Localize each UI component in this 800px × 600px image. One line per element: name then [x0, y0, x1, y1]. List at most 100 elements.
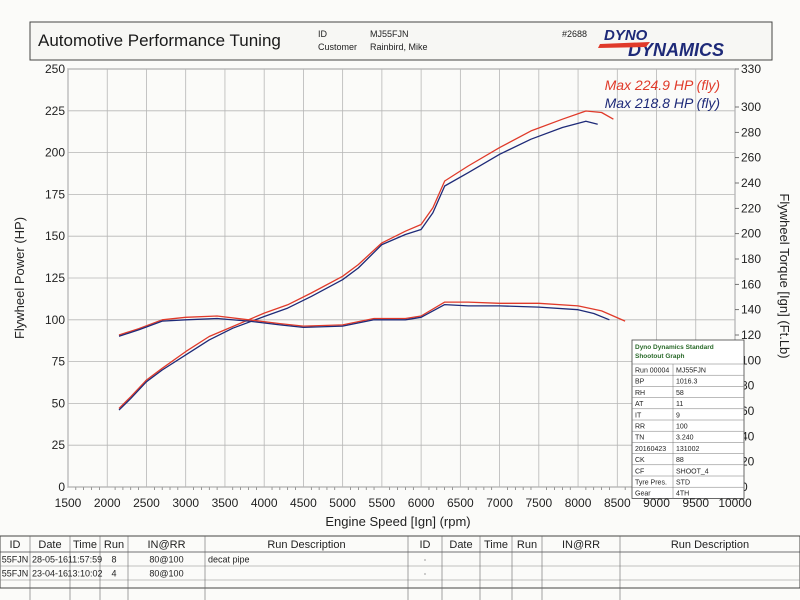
x-tick-label: 9500 [682, 496, 709, 510]
run-table-header: Run Description [671, 539, 749, 551]
standard-shootout-table: Dyno Dynamics Standard Shootout Graph Run … [631, 339, 745, 499]
run-table: ID Date Time Run IN@RR Run Description ID Date T… [0, 535, 800, 600]
run-cell-mark: · [424, 569, 427, 579]
standard-table-key: CK [635, 457, 645, 464]
standard-table-key: 20160423 [635, 446, 666, 453]
y-tick-label: 150 [45, 229, 65, 243]
series-line-torque-2 [118, 301, 626, 336]
max-blue-label: Max 218.8 HP (fly) [605, 95, 720, 111]
run-cell-time: 11:57:59 [68, 555, 102, 565]
y2-tick-label: 300 [741, 100, 761, 114]
y2-tick-labels: 0 20 40 60 80 100 120 140 160 180 200 220 240 260 280 3… [735, 62, 761, 494]
standard-table-key: BP [635, 379, 645, 386]
y2-tick-label: 160 [741, 277, 761, 291]
y2-tick-label: 100 [741, 353, 761, 367]
standard-table-value: 9 [676, 412, 680, 419]
x-tick-label: 10000 [718, 496, 752, 510]
y2-tick-label: 60 [741, 404, 755, 418]
run-cell-run: 8 [111, 555, 116, 565]
y2-tick-label: 40 [741, 429, 755, 443]
run-cell-desc: decat pipe [208, 555, 250, 565]
run-table-header: ID [10, 539, 21, 551]
y-tick-label: 200 [45, 146, 65, 160]
standard-table-value: STD [676, 480, 690, 487]
x-tick-label: 6000 [408, 496, 435, 510]
run-cell-id: 55FJN [2, 569, 29, 579]
standard-table-value: 3.240 [676, 435, 694, 442]
run-table-header: Time [73, 539, 97, 551]
y-tick-labels: 0 25 50 75 100 125 150 175 200 225 250 [45, 62, 65, 494]
y2-tick-label: 240 [741, 176, 761, 190]
x-tick-label: 3000 [172, 496, 199, 510]
series-line-torque-3 [118, 303, 610, 337]
x-tick-label: 7000 [486, 496, 513, 510]
standard-table-value: 88 [676, 457, 684, 464]
standard-table-title: Dyno Dynamics Standard [635, 344, 714, 351]
x-tick-labels: 1500 2000 2500 3000 3500 4000 4500 5000 5500 6000… [55, 496, 752, 510]
x-tick-label: 3500 [212, 496, 239, 510]
y-tick-label: 0 [58, 480, 65, 494]
x-tick-label: 1500 [55, 496, 82, 510]
series-line-power-1 [118, 120, 598, 411]
x-tick-label: 4500 [290, 496, 317, 510]
x-tick-label: 9000 [643, 496, 670, 510]
standard-table-key: RR [635, 424, 645, 431]
logo-line1: DYNO [604, 27, 648, 44]
run-cell-inrr: 80@100 [149, 555, 183, 565]
dyno-dynamics-logo: DYNO DYNAMICS [598, 27, 724, 60]
standard-table-key: Gear [635, 491, 651, 498]
x-tick-label: 7500 [525, 496, 552, 510]
y-tick-label: 250 [45, 62, 65, 76]
standard-table-key: Run 00004 [635, 368, 669, 375]
max-red-label: Max 224.9 HP (fly) [605, 77, 720, 93]
run-table-header: Date [38, 539, 61, 551]
y2-tick-label: 180 [741, 252, 761, 266]
standard-table-value: 11 [676, 401, 683, 408]
standard-table-key: Tyre Pres. [635, 480, 667, 487]
y-axis-label: Flywheel Power (HP) [12, 217, 27, 339]
run-table-header: Time [484, 539, 508, 551]
x-tick-label: 5500 [369, 496, 396, 510]
run-table-header: ID [420, 539, 431, 551]
y2-tick-label: 140 [741, 303, 761, 317]
y2-tick-label: 220 [741, 201, 761, 215]
run-table-header: Run [104, 539, 124, 551]
job-number: #2688 [562, 29, 587, 39]
customer-label: Customer [318, 42, 357, 52]
run-table-header: IN@RR [147, 539, 185, 551]
y2-tick-label: 280 [741, 125, 761, 139]
standard-table-value: 58 [676, 390, 684, 397]
run-cell-run: 4 [111, 569, 116, 579]
standard-table-value: SHOOT_4 [676, 468, 709, 475]
x-tick-label: 6500 [447, 496, 474, 510]
standard-table-key: IT [635, 412, 642, 419]
run-cell-date: 28-05-16 [32, 555, 68, 565]
x-tick-label: 5000 [329, 496, 356, 510]
y2-tick-label: 80 [741, 379, 755, 393]
standard-table-value: MJ55FJN [676, 368, 706, 375]
standard-table-key: CF [635, 468, 644, 475]
y-tick-label: 25 [52, 438, 66, 452]
series-layer [118, 110, 626, 411]
run-table-header: Date [449, 539, 472, 551]
grid-layer [67, 68, 736, 490]
logo-line2: DYNAMICS [628, 40, 724, 60]
y2-tick-label: 260 [741, 151, 761, 165]
standard-table-subtitle: Shootout Graph [635, 353, 684, 360]
run-cell-inrr: 80@100 [149, 569, 183, 579]
y-tick-label: 100 [45, 313, 65, 327]
y2-axis-label: Flywheel Torque [Ign] (Ft.Lb) [777, 193, 792, 358]
customer-value: Rainbird, Mike [370, 42, 428, 52]
standard-table-value: 131002 [676, 446, 699, 453]
id-label: ID [318, 29, 328, 39]
standard-table-key: TN [635, 435, 644, 442]
y-tick-label: 175 [45, 187, 65, 201]
run-cell-id: 55FJN [2, 555, 29, 565]
x-tick-label: 4000 [251, 496, 278, 510]
x-tick-label: 2000 [94, 496, 121, 510]
y2-tick-label: 0 [741, 480, 748, 494]
run-table-frame [0, 535, 800, 589]
y-tick-label: 125 [45, 271, 65, 285]
run-table-header: Run Description [267, 539, 345, 551]
